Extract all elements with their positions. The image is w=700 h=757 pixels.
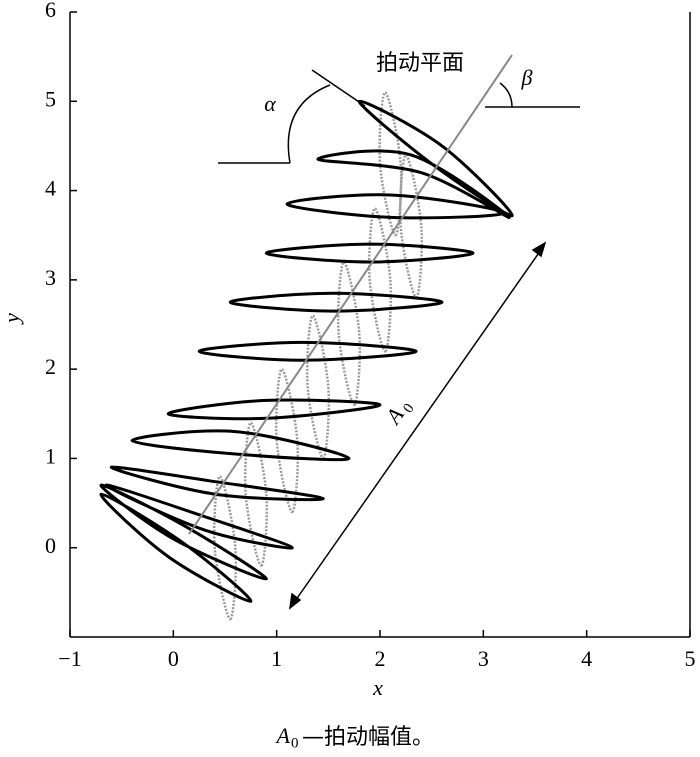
arrow-head: [531, 241, 547, 258]
x-tick-label: −1: [58, 646, 81, 671]
x-tick-label: 0: [168, 646, 179, 671]
y-tick-label: 3: [45, 265, 56, 290]
alpha-label: α: [264, 91, 276, 116]
amplitude-arrow: [292, 246, 544, 605]
y-tick-label: 5: [45, 86, 56, 111]
x-tick-label: 3: [478, 646, 489, 671]
y-tick-label: 6: [45, 0, 56, 22]
stroke-plane-annotations: [188, 54, 580, 610]
stroke-plane-line: [188, 54, 513, 535]
alpha-arc: [287, 84, 331, 164]
alpha-plane-line: [311, 69, 366, 107]
x-tick-label: 2: [375, 646, 386, 671]
x-tick-label: 1: [271, 646, 282, 671]
x-tick-label: 4: [581, 646, 592, 671]
plane-label: 拍动平面: [376, 51, 464, 76]
caption-subscript: 0: [291, 735, 299, 751]
x-axis-label: x: [372, 675, 383, 700]
arrow-head: [288, 592, 302, 610]
y-tick-label: 2: [45, 354, 56, 379]
y-tick-label: 0: [45, 533, 56, 558]
beta-arc: [499, 82, 513, 108]
amplitude-label: A 0: [379, 401, 417, 430]
caption: A 0 —拍动幅值。: [275, 723, 434, 751]
caption-text: —拍动幅值。: [302, 725, 434, 750]
trajectory-curve: [99, 99, 514, 603]
y-tick-label: 1: [45, 443, 56, 468]
caption-symbol: A: [275, 723, 291, 748]
y-axis-label: y: [0, 313, 24, 325]
beta-label: β: [521, 65, 533, 90]
x-tick-label: 5: [685, 646, 696, 671]
y-tick-label: 4: [45, 176, 56, 201]
